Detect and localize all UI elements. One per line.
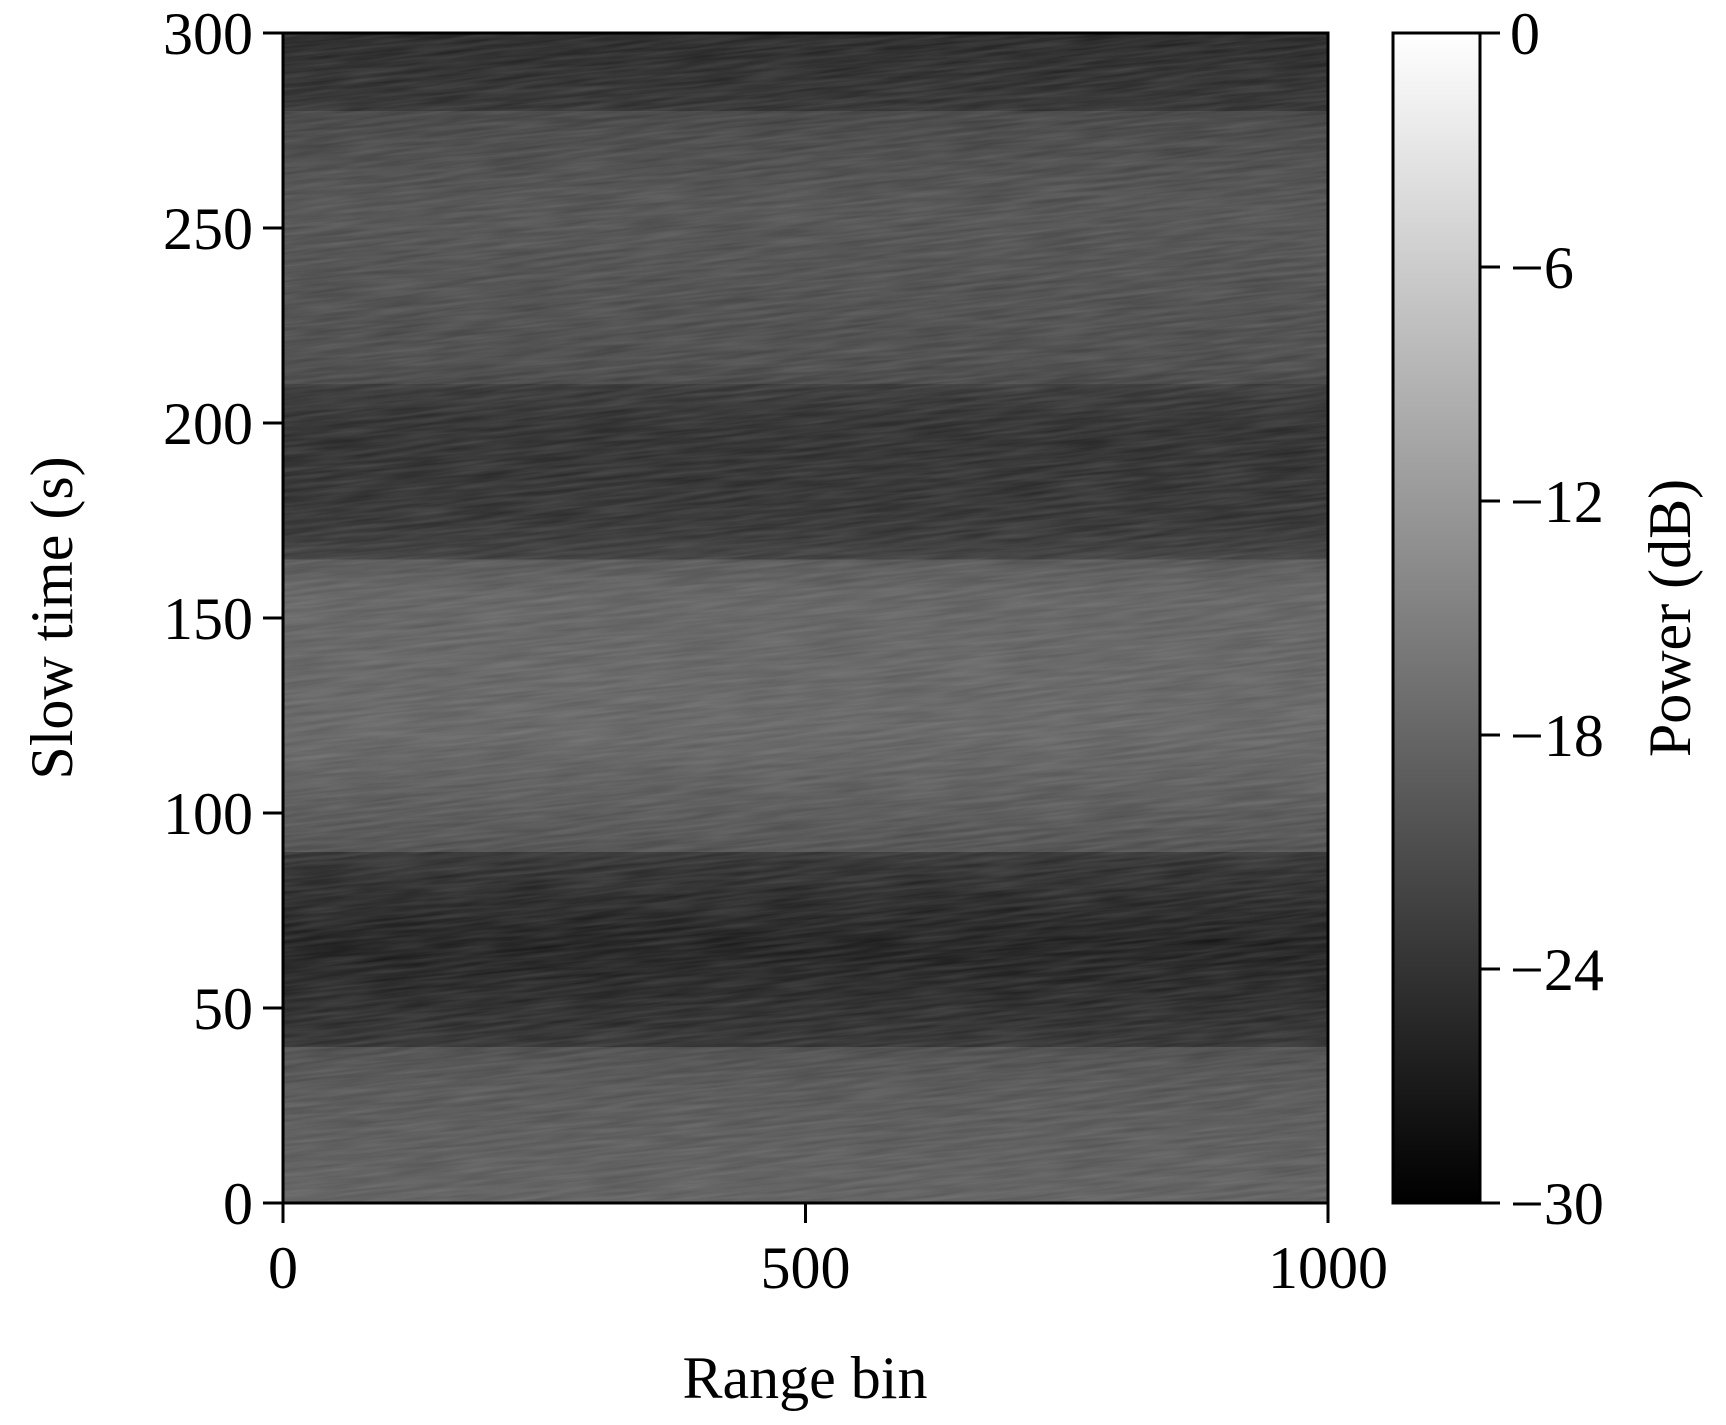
colorbar [1391,31,1482,1205]
x-tick-label: 1000 [1268,1235,1388,1301]
y-axis: 0 50 100 150 200 250 300 [163,1,283,1237]
colorbar-tick-label: −18 [1510,703,1604,769]
colorbar-tick-label: −30 [1510,1171,1604,1237]
heatmap-texture [283,33,1328,1203]
y-tick-label: 0 [223,1171,253,1237]
colorbar-label: Power (dB) [1637,479,1703,757]
x-tick-label: 500 [761,1235,851,1301]
x-axis-label: Range bin [683,1345,928,1411]
y-tick-label: 150 [163,586,253,652]
y-axis-label: Slow time (s) [19,456,85,779]
colorbar-tick-label: −6 [1510,235,1574,301]
y-tick-label: 250 [163,196,253,262]
y-tick-label: 50 [193,976,253,1042]
x-axis: 0 500 1000 [268,1203,1388,1301]
colorbar-axis: 0 −6 −12 −18 −24 −30 [1480,1,1604,1237]
x-tick-label: 0 [268,1235,298,1301]
colorbar-tick-label: −12 [1510,469,1604,535]
heatmap-image [283,33,1328,1203]
y-tick-label: 100 [163,781,253,847]
colorbar-tick-label: 0 [1510,1,1540,67]
colorbar-tick-label: −24 [1510,937,1604,1003]
y-tick-label: 300 [163,1,253,67]
y-tick-label: 200 [163,391,253,457]
